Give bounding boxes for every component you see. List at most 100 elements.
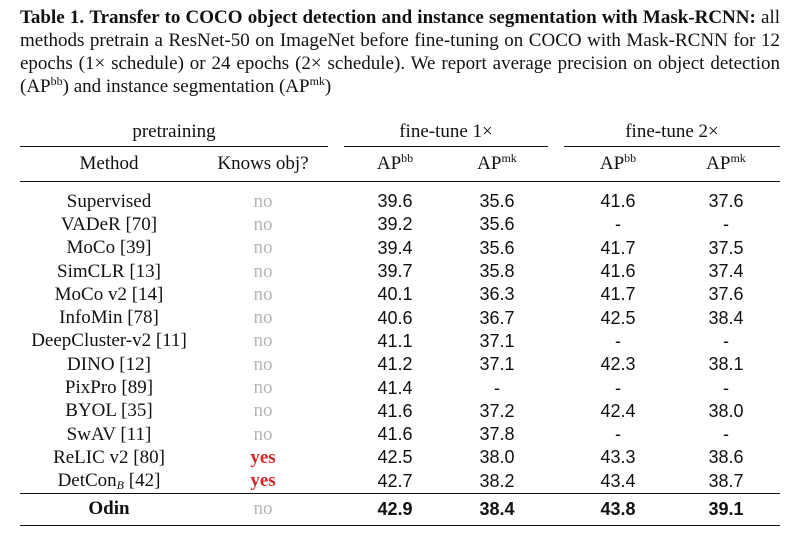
method-cell: DeepCluster-v2 [11] <box>31 330 187 352</box>
ap-bb-1x-cell: 41.4 <box>377 377 413 398</box>
results-table: pretraining fine-tune 1× fine-tune 2× Me… <box>20 118 780 526</box>
table-caption: Table 1. Transfer to COCO object detecti… <box>20 6 780 98</box>
ap-mk-1x-cell: 36.7 <box>479 307 515 328</box>
table-row: MoCo [39] no 39.4 35.6 41.7 37.5 <box>20 237 780 260</box>
ap-mk-1x-cell: 37.1 <box>479 330 515 351</box>
ap-mk-2x-cell: 37.6 <box>708 284 744 305</box>
ap-mk-2x-cell: 39.1 <box>708 498 744 519</box>
ap-mk-1x-cell: 35.8 <box>479 261 515 282</box>
group-header-finetune-2x: fine-tune 2× <box>564 118 780 147</box>
ap-mk-2x-cell: 38.1 <box>708 354 744 375</box>
ap-mk-1x-cell: 38.2 <box>479 470 515 491</box>
ap-bb-1x-cell: 42.9 <box>377 498 413 519</box>
ap-mk-2x-cell: - <box>723 330 729 351</box>
knows-obj-cell: no <box>253 330 273 352</box>
table-row: DetConB [42] yes 42.7 38.2 43.4 38.7 <box>20 470 780 494</box>
ap-bb-2x-cell: 41.6 <box>600 191 636 212</box>
knows-obj-cell: no <box>253 190 273 212</box>
ap-bb-2x-cell: 43.4 <box>600 470 636 491</box>
ap-mk-1x-cell: 37.8 <box>479 424 515 445</box>
ap-mk-2x-cell: 37.5 <box>708 237 744 258</box>
caption-sup-mk: mk <box>309 74 325 88</box>
ap-bb-1x-cell: 39.6 <box>377 191 413 212</box>
ap-bb-2x-cell: - <box>615 330 621 351</box>
ap-mk-1x-cell: - <box>494 377 500 398</box>
column-header-method: Method <box>79 153 139 174</box>
knows-obj-cell: no <box>253 498 273 520</box>
table-row: BYOL [35] no 41.6 37.2 42.4 38.0 <box>20 400 780 423</box>
ap-mk-2x-cell: 37.6 <box>708 191 744 212</box>
ap-bb-1x-cell: 41.2 <box>377 354 413 375</box>
ap-bb-2x-cell: 42.5 <box>600 307 636 328</box>
method-cell: InfoMin [78] <box>59 307 159 329</box>
ap-bb-1x-cell: 41.1 <box>377 330 413 351</box>
method-cell: BYOL [35] <box>65 400 153 422</box>
ap-mk-2x-cell: 38.7 <box>708 470 744 491</box>
table-row: SimCLR [13] no 39.7 35.8 41.6 37.4 <box>20 260 780 283</box>
ap-bb-2x-cell: - <box>615 424 621 445</box>
ap-bb-2x-cell: 42.4 <box>600 400 636 421</box>
ap-bb-1x-cell: 39.4 <box>377 237 413 258</box>
column-header-ap-mk-1x: APmk <box>477 151 517 174</box>
ap-mk-1x-cell: 37.1 <box>479 354 515 375</box>
ap-bb-1x-cell: 39.2 <box>377 214 413 235</box>
ap-bb-1x-cell: 39.7 <box>377 261 413 282</box>
ap-bb-2x-cell: 41.7 <box>600 237 636 258</box>
method-cell: Odin <box>88 498 130 520</box>
table-row: InfoMin [78] no 40.6 36.7 42.5 38.4 <box>20 306 780 329</box>
knows-obj-cell: no <box>253 260 273 282</box>
ap-bb-2x-cell: 43.8 <box>600 498 636 519</box>
ap-bb-2x-cell: - <box>615 377 621 398</box>
ap-mk-2x-cell: 37.4 <box>708 261 744 282</box>
ap-mk-2x-cell: - <box>723 214 729 235</box>
method-cell: DINO [12] <box>67 353 151 375</box>
table-row: VADeR [70] no 39.2 35.6 - - <box>20 213 780 236</box>
column-header-ap-mk-2x: APmk <box>706 151 746 174</box>
ap-mk-2x-cell: 38.4 <box>708 307 744 328</box>
knows-obj-cell: no <box>253 307 273 329</box>
ap-bb-2x-cell: 41.6 <box>600 261 636 282</box>
table-row: DeepCluster-v2 [11] no 41.1 37.1 - - <box>20 330 780 353</box>
ap-bb-1x-cell: 41.6 <box>377 424 413 445</box>
knows-obj-cell: no <box>253 213 273 235</box>
ap-bb-1x-cell: 41.6 <box>377 400 413 421</box>
knows-obj-cell: no <box>253 237 273 259</box>
method-cell: PixPro [89] <box>64 377 154 399</box>
group-header-finetune-1x: fine-tune 1× <box>344 118 548 147</box>
caption-text-1: all methods pretrain a ResNet-50 on Imag… <box>20 7 780 97</box>
table-row: DINO [12] no 41.2 37.1 42.3 38.1 <box>20 353 780 376</box>
caption-text-3: ) <box>324 76 332 97</box>
ap-bb-1x-cell: 42.7 <box>377 470 413 491</box>
ap-bb-2x-cell: - <box>615 214 621 235</box>
caption-title: Transfer to COCO object detection and in… <box>89 7 756 28</box>
method-cell: ReLIC v2 [80] <box>53 446 165 468</box>
ap-mk-2x-cell: 38.6 <box>708 447 744 468</box>
group-header-pretraining: pretraining <box>20 118 328 147</box>
method-cell: MoCo v2 [14] <box>54 283 164 305</box>
method-cell: SimCLR [13] <box>57 260 161 282</box>
ap-bb-1x-cell: 40.6 <box>377 307 413 328</box>
ap-mk-1x-cell: 35.6 <box>479 237 515 258</box>
column-header-ap-bb-2x: APbb <box>599 151 637 174</box>
ap-mk-1x-cell: 36.3 <box>479 284 515 305</box>
ap-mk-2x-cell: - <box>723 377 729 398</box>
knows-obj-cell: no <box>253 283 273 305</box>
caption-sup-bb: bb <box>50 74 63 88</box>
ap-bb-1x-cell: 42.5 <box>377 447 413 468</box>
ap-bb-2x-cell: 43.3 <box>600 447 636 468</box>
table-row: SwAV [11] no 41.6 37.8 - - <box>20 423 780 446</box>
knows-obj-cell: no <box>253 423 273 445</box>
method-cell: SwAV [11] <box>66 423 152 445</box>
ap-mk-1x-cell: 38.0 <box>479 447 515 468</box>
caption-label: Table 1. <box>20 7 85 28</box>
method-cell: VADeR [70] <box>60 213 158 235</box>
ap-mk-1x-cell: 38.4 <box>479 498 515 519</box>
ap-bb-2x-cell: 42.3 <box>600 354 636 375</box>
method-cell: Supervised <box>66 190 152 212</box>
table-row: Supervised no 39.6 35.6 41.6 37.6 <box>20 182 780 214</box>
ap-bb-2x-cell: 41.7 <box>600 284 636 305</box>
table-row: MoCo v2 [14] no 40.1 36.3 41.7 37.6 <box>20 283 780 306</box>
knows-obj-cell: yes <box>250 470 276 492</box>
ap-mk-1x-cell: 35.6 <box>479 214 515 235</box>
ap-mk-1x-cell: 35.6 <box>479 191 515 212</box>
